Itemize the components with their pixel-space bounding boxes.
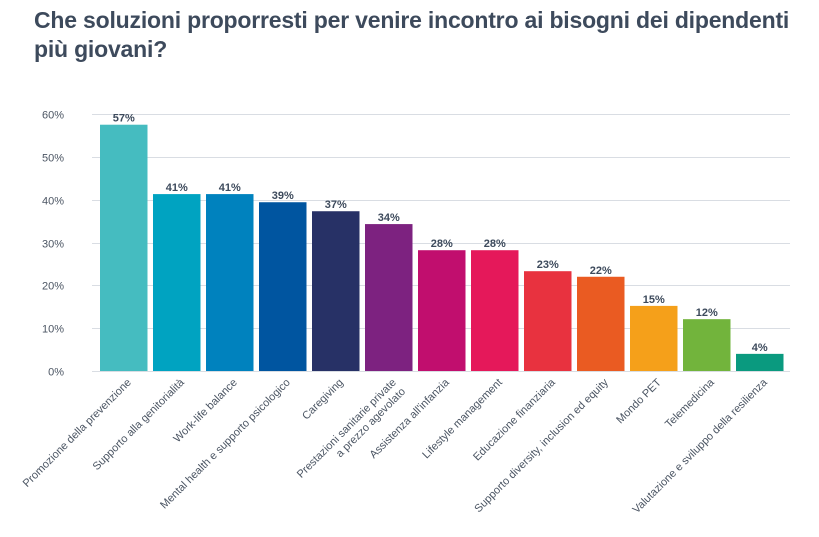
data-label: 12% xyxy=(696,307,718,319)
x-tick-label-line: Supporto alla genitorialità xyxy=(91,376,188,473)
data-label: 4% xyxy=(752,342,768,354)
x-tick-label-line: Telemedicina xyxy=(663,376,718,431)
data-label: 22% xyxy=(590,265,612,277)
bar xyxy=(577,276,625,371)
data-label: 39% xyxy=(272,190,294,202)
bar xyxy=(259,202,307,371)
bar xyxy=(630,305,678,371)
x-tick-label: Telemedicina xyxy=(663,376,718,431)
x-tick-label-line: Mondo PET xyxy=(614,376,664,426)
y-tick-label: 10% xyxy=(42,324,64,336)
x-tick-label: Promozione della prevenzione xyxy=(21,377,134,490)
data-label: 41% xyxy=(219,182,241,194)
data-label: 15% xyxy=(643,294,665,306)
data-labels: 57% 41% 41% 39% 37% 34% 28% 28% 23% 22% 15% 12% 4% xyxy=(113,113,768,354)
data-label: 57% xyxy=(113,113,135,125)
bar xyxy=(683,319,731,371)
x-tick-label-line: Promozione della prevenzione xyxy=(21,377,134,490)
bar xyxy=(206,194,254,371)
x-tick-label: Supporto alla genitorialità xyxy=(91,376,188,473)
y-tick-label: 20% xyxy=(42,281,64,293)
bars xyxy=(100,124,784,371)
bar xyxy=(524,271,572,371)
x-tick-label: Caregiving xyxy=(300,377,346,423)
bar xyxy=(736,353,784,371)
data-label: 34% xyxy=(378,212,400,224)
data-label: 37% xyxy=(325,199,347,211)
bar xyxy=(100,124,148,371)
x-tick-label-line: Caregiving xyxy=(300,377,346,423)
y-tick-label: 0% xyxy=(48,367,64,379)
y-tick-label: 60% xyxy=(42,110,64,122)
data-label: 28% xyxy=(484,238,506,250)
y-axis-tick-labels: 0% 10% 20% 30% 40% 50% 60% xyxy=(42,110,64,379)
bar xyxy=(418,250,466,371)
y-tick-label: 50% xyxy=(42,153,64,165)
bar xyxy=(153,194,201,371)
data-label: 28% xyxy=(431,238,453,250)
x-tick-label: Mondo PET xyxy=(614,376,664,426)
y-tick-label: 30% xyxy=(42,239,64,251)
bar xyxy=(365,224,413,371)
bar xyxy=(312,211,360,371)
y-tick-label: 40% xyxy=(42,196,64,208)
chart-title: Che soluzioni proporresti per venire inc… xyxy=(34,7,790,62)
data-label: 41% xyxy=(166,182,188,194)
x-tick-label-line: Prestazioni sanitarie private xyxy=(295,377,399,481)
bar xyxy=(471,250,519,371)
data-label: 23% xyxy=(537,259,559,271)
